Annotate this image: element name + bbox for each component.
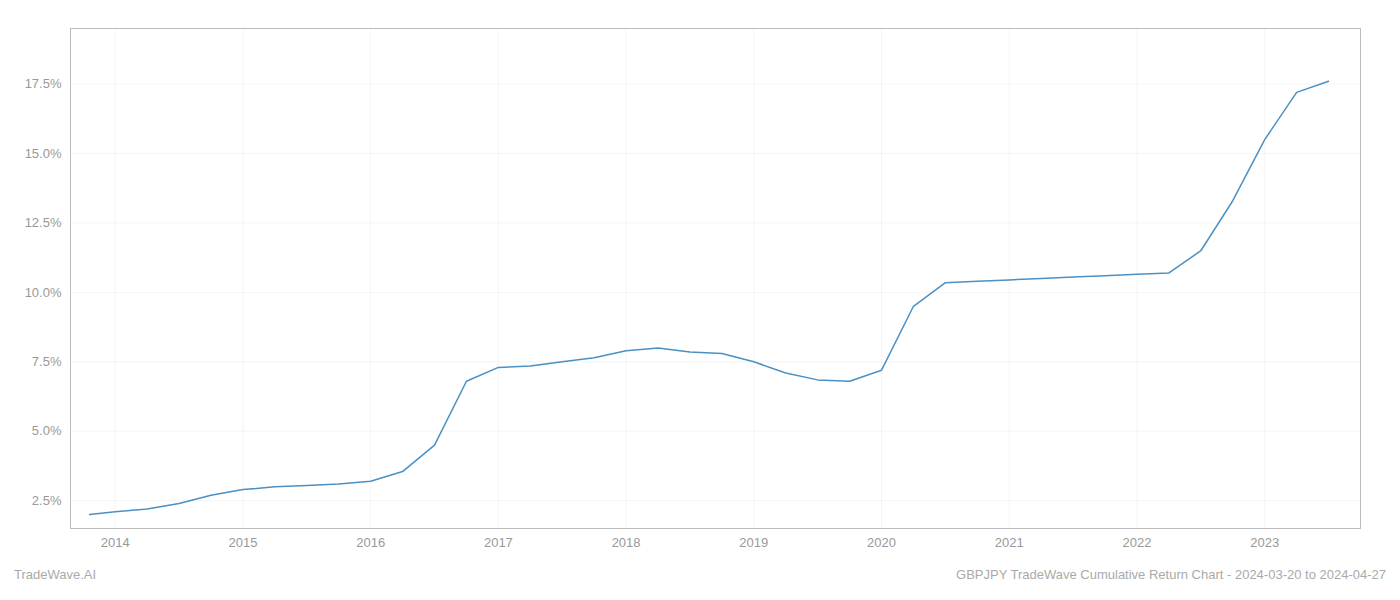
- svg-text:2014: 2014: [101, 535, 130, 550]
- svg-text:12.5%: 12.5%: [25, 215, 62, 230]
- svg-text:7.5%: 7.5%: [32, 354, 62, 369]
- svg-text:10.0%: 10.0%: [25, 285, 62, 300]
- html-text:GBPJPY TradeWave Cumulative Re: GBPJPY TradeWave Cumulative Return Chart…: [956, 567, 1386, 582]
- svg-text:2018: 2018: [612, 535, 641, 550]
- svg-text:2016: 2016: [356, 535, 385, 550]
- svg-text:2019: 2019: [739, 535, 768, 550]
- svg-text:17.5%: 17.5%: [25, 76, 62, 91]
- svg-text:2020: 2020: [867, 535, 896, 550]
- svg-text:2.5%: 2.5%: [32, 493, 62, 508]
- svg-text:2023: 2023: [1250, 535, 1279, 550]
- svg-text:2021: 2021: [995, 535, 1024, 550]
- svg-text:5.0%: 5.0%: [32, 423, 62, 438]
- svg-text:2015: 2015: [228, 535, 257, 550]
- svg-text:15.0%: 15.0%: [25, 146, 62, 161]
- svg-text:2022: 2022: [1123, 535, 1152, 550]
- svg-text:2017: 2017: [484, 535, 513, 550]
- html-text:TradeWave.AI: TradeWave.AI: [14, 567, 97, 582]
